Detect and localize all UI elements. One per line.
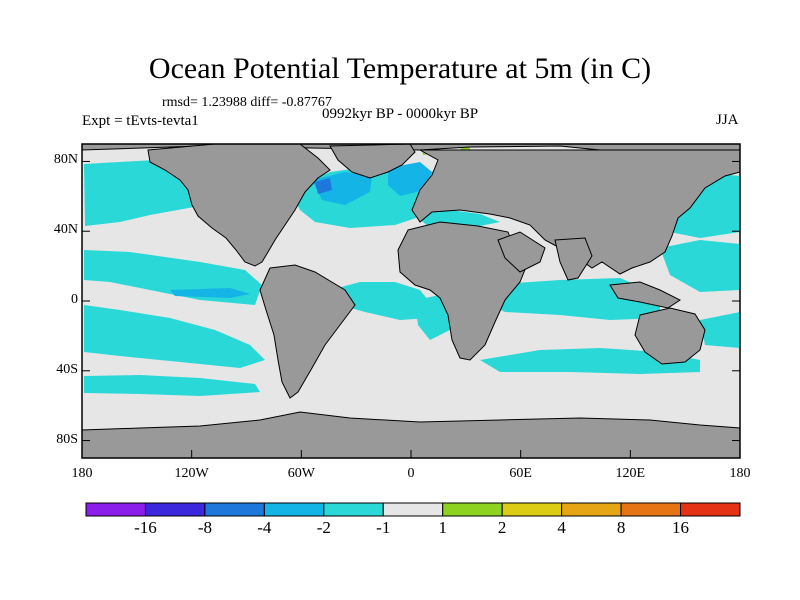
colorbar-segment	[620, 502, 682, 517]
lon-tick-label: 60W	[287, 466, 315, 481]
colorbar-segment	[442, 502, 503, 517]
colorbar-segment	[680, 502, 741, 517]
north-america	[147, 143, 331, 267]
lon-tick-label: 180	[729, 466, 751, 481]
maritime-continent	[609, 281, 681, 309]
colorbar-segment	[85, 502, 146, 517]
season-label: JJA	[716, 112, 739, 128]
colorbar-label: -1	[376, 518, 391, 537]
colorbar-label: 4	[557, 518, 566, 537]
colorbar-label: 1	[438, 518, 447, 537]
colorbar-label: -2	[316, 518, 331, 537]
lat-tick-label: 80N	[53, 152, 78, 168]
lat-tick-label: 40N	[53, 222, 78, 238]
stats-line: rmsd= 1.23988 diff= -0.87767	[162, 95, 332, 110]
lon-tick-label: 180	[71, 466, 93, 481]
south-pacific-anomaly	[84, 305, 265, 368]
norwegian-sea-anomaly	[388, 162, 432, 196]
lon-tick-label: 0	[407, 466, 415, 481]
axis-ticks	[81, 160, 741, 458]
map-title: Ocean Potential Temperature at 5m (in C)	[148, 52, 652, 85]
greenland	[329, 143, 416, 179]
colorbar	[85, 502, 741, 517]
colorbar-segment	[561, 502, 622, 517]
lat-tick-label: 0	[71, 292, 78, 307]
lat-tick-label: 40S	[56, 361, 78, 377]
africa	[397, 221, 529, 361]
equatorial-pacific-strip	[170, 288, 250, 298]
colorbar-label: -8	[197, 518, 212, 537]
indian-subcontinent	[554, 237, 593, 281]
experiment-label: Expt = tEvts-tevta1	[82, 113, 199, 129]
period-label: 0992kyr BP - 0000kyr BP	[322, 106, 479, 122]
colorbar-label: -16	[134, 518, 157, 537]
colorbar-segment	[382, 502, 444, 517]
lon-tick-label: 120W	[174, 466, 209, 481]
land-masses	[81, 143, 741, 459]
colorbar-segment	[204, 502, 265, 517]
colorbar-label: -4	[257, 518, 272, 537]
colorbar-label: 16	[672, 518, 690, 537]
colorbar-label: 8	[616, 518, 626, 537]
colorbar-segment	[323, 502, 384, 517]
south-pacific-band	[84, 375, 260, 396]
lon-tick-label: 60E	[509, 466, 532, 481]
south-america	[259, 264, 356, 399]
colorbar-segment	[501, 502, 563, 517]
colorbar-label: 2	[497, 518, 507, 537]
australia	[634, 307, 706, 365]
lon-tick-label: 120E	[615, 466, 646, 481]
southwest-pacific-anomaly	[700, 312, 740, 348]
atlantic-equatorial-anomaly	[330, 282, 432, 320]
arabian-peninsula	[497, 231, 546, 273]
gulf-stream-anomaly	[315, 178, 332, 194]
tropical-west-pacific-anomaly	[660, 240, 740, 292]
lat-tick-label: 80S	[56, 431, 78, 447]
colorbar-segment	[144, 502, 206, 517]
colorbar-segment	[263, 502, 325, 517]
southern-indian-anomaly	[480, 348, 700, 374]
